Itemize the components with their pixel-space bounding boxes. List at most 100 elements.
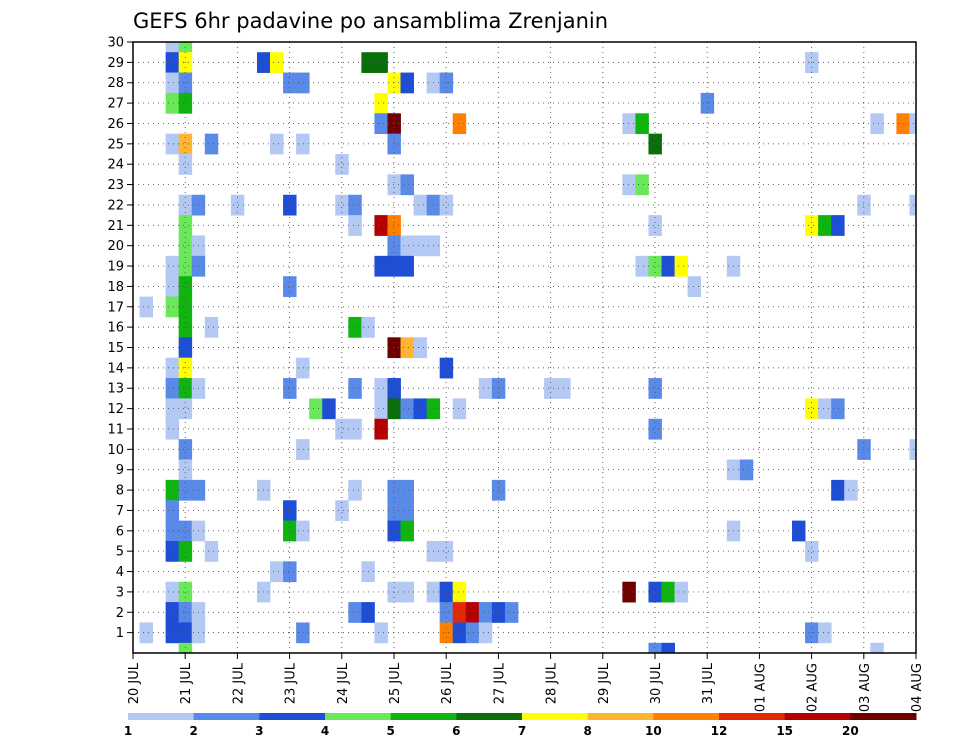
- x-tick-label: 21 JUL: [179, 662, 194, 704]
- data-cell: [178, 479, 193, 501]
- data-cell: [387, 215, 401, 236]
- y-tick-label: 7: [116, 504, 124, 519]
- x-tick-label: 03 AUG: [858, 663, 873, 712]
- y-tick-label: 23: [107, 178, 124, 193]
- chart-title: GEFS 6hr padavine po ansamblima Zrenjani…: [133, 9, 608, 33]
- data-cell: [400, 479, 414, 501]
- y-tick-label: 14: [107, 361, 124, 376]
- data-cell: [870, 113, 884, 135]
- y-tick-label: 26: [107, 117, 124, 132]
- y-tick-label: 28: [107, 76, 124, 91]
- y-tick-label: 18: [107, 280, 124, 295]
- data-cell: [335, 194, 349, 216]
- data-cell: [909, 113, 917, 135]
- y-tick-label: 8: [116, 484, 124, 499]
- data-cell: [818, 622, 832, 644]
- colorbar-swatch: [522, 713, 589, 720]
- colorbar-label: 5: [386, 724, 394, 738]
- data-cell: [413, 194, 428, 216]
- colorbar-label: 3: [255, 724, 263, 738]
- y-tick-label: 5: [116, 545, 124, 560]
- data-cell: [439, 194, 454, 216]
- data-cell: [139, 622, 153, 644]
- data-cell: [661, 642, 675, 654]
- data-cell: [870, 642, 884, 654]
- y-tick-label: 12: [107, 402, 124, 417]
- y-tick-label: 20: [107, 239, 124, 254]
- data-cell: [374, 215, 388, 236]
- data-cell: [165, 581, 180, 603]
- data-cell: [178, 540, 193, 562]
- data-cell: [178, 133, 193, 155]
- data-cell: [413, 398, 428, 420]
- data-cell: [270, 52, 284, 73]
- y-tick-label: 4: [116, 565, 124, 580]
- data-cell: [165, 296, 180, 318]
- x-tick-label: 31 JUL: [701, 662, 716, 704]
- y-tick-label: 10: [107, 443, 124, 458]
- data-cell: [622, 581, 636, 603]
- data-cell: [374, 113, 388, 135]
- y-tick-label: 6: [116, 524, 124, 539]
- data-cell: [387, 235, 401, 257]
- data-cell: [296, 72, 310, 94]
- colorbar-swatch: [719, 713, 786, 720]
- colorbar: 1 2 3 4 5 6 7 8 10 12 15 20: [124, 713, 917, 738]
- data-cell: [400, 174, 414, 196]
- data-cell: [283, 378, 297, 399]
- data-cell: [165, 398, 180, 420]
- data-cell: [387, 398, 401, 420]
- data-cell: [335, 418, 349, 440]
- data-cell: [831, 398, 845, 420]
- data-cell: [296, 439, 310, 460]
- data-cell: [374, 52, 388, 73]
- data-cell: [374, 398, 388, 420]
- colorbar-swatch: [193, 713, 260, 720]
- colorbar-label: 8: [583, 724, 591, 738]
- data-cell: [296, 622, 310, 644]
- y-tick-label: 29: [107, 56, 124, 71]
- y-tick-label: 13: [107, 382, 124, 397]
- data-cell: [674, 255, 689, 277]
- y-tick-label: 24: [107, 158, 124, 173]
- data-cell: [165, 357, 180, 379]
- data-cell: [452, 113, 467, 135]
- data-cell: [622, 113, 636, 135]
- data-cell: [178, 642, 193, 654]
- data-cell: [400, 500, 414, 522]
- data-cell: [739, 459, 754, 481]
- x-tick-label: 29 JUL: [597, 662, 612, 704]
- data-cell: [348, 215, 362, 236]
- data-cell: [635, 113, 649, 135]
- data-cell: [283, 561, 297, 583]
- x-tick-label: 25 JUL: [388, 662, 403, 704]
- data-cell: [178, 235, 193, 257]
- colorbar-label: 15: [776, 724, 793, 738]
- data-cell: [204, 540, 219, 562]
- x-tick-label: 30 JUL: [649, 662, 664, 704]
- data-cell: [139, 296, 153, 318]
- data-cell: [178, 459, 193, 481]
- data-cell: [400, 235, 414, 257]
- y-tick-label: 25: [107, 137, 124, 152]
- data-cell: [374, 622, 388, 644]
- data-cell: [439, 540, 454, 562]
- data-cell: [635, 174, 649, 196]
- data-cell: [165, 133, 180, 155]
- y-tick-label: 2: [116, 606, 124, 621]
- y-tick-label: 27: [107, 97, 124, 112]
- data-cell: [648, 215, 662, 236]
- data-cell: [805, 540, 819, 562]
- data-cell: [387, 479, 401, 501]
- data-cell: [165, 500, 180, 522]
- data-cell: [400, 72, 414, 94]
- x-tick-label: 20 JUL: [127, 662, 142, 704]
- data-cell: [178, 398, 193, 420]
- data-cell: [348, 378, 362, 399]
- data-cell: [648, 378, 662, 399]
- data-cell: [348, 479, 362, 501]
- x-tick-label: 27 JUL: [492, 662, 507, 704]
- data-cell: [348, 316, 362, 338]
- data-cell: [283, 500, 297, 522]
- data-cell: [178, 194, 193, 216]
